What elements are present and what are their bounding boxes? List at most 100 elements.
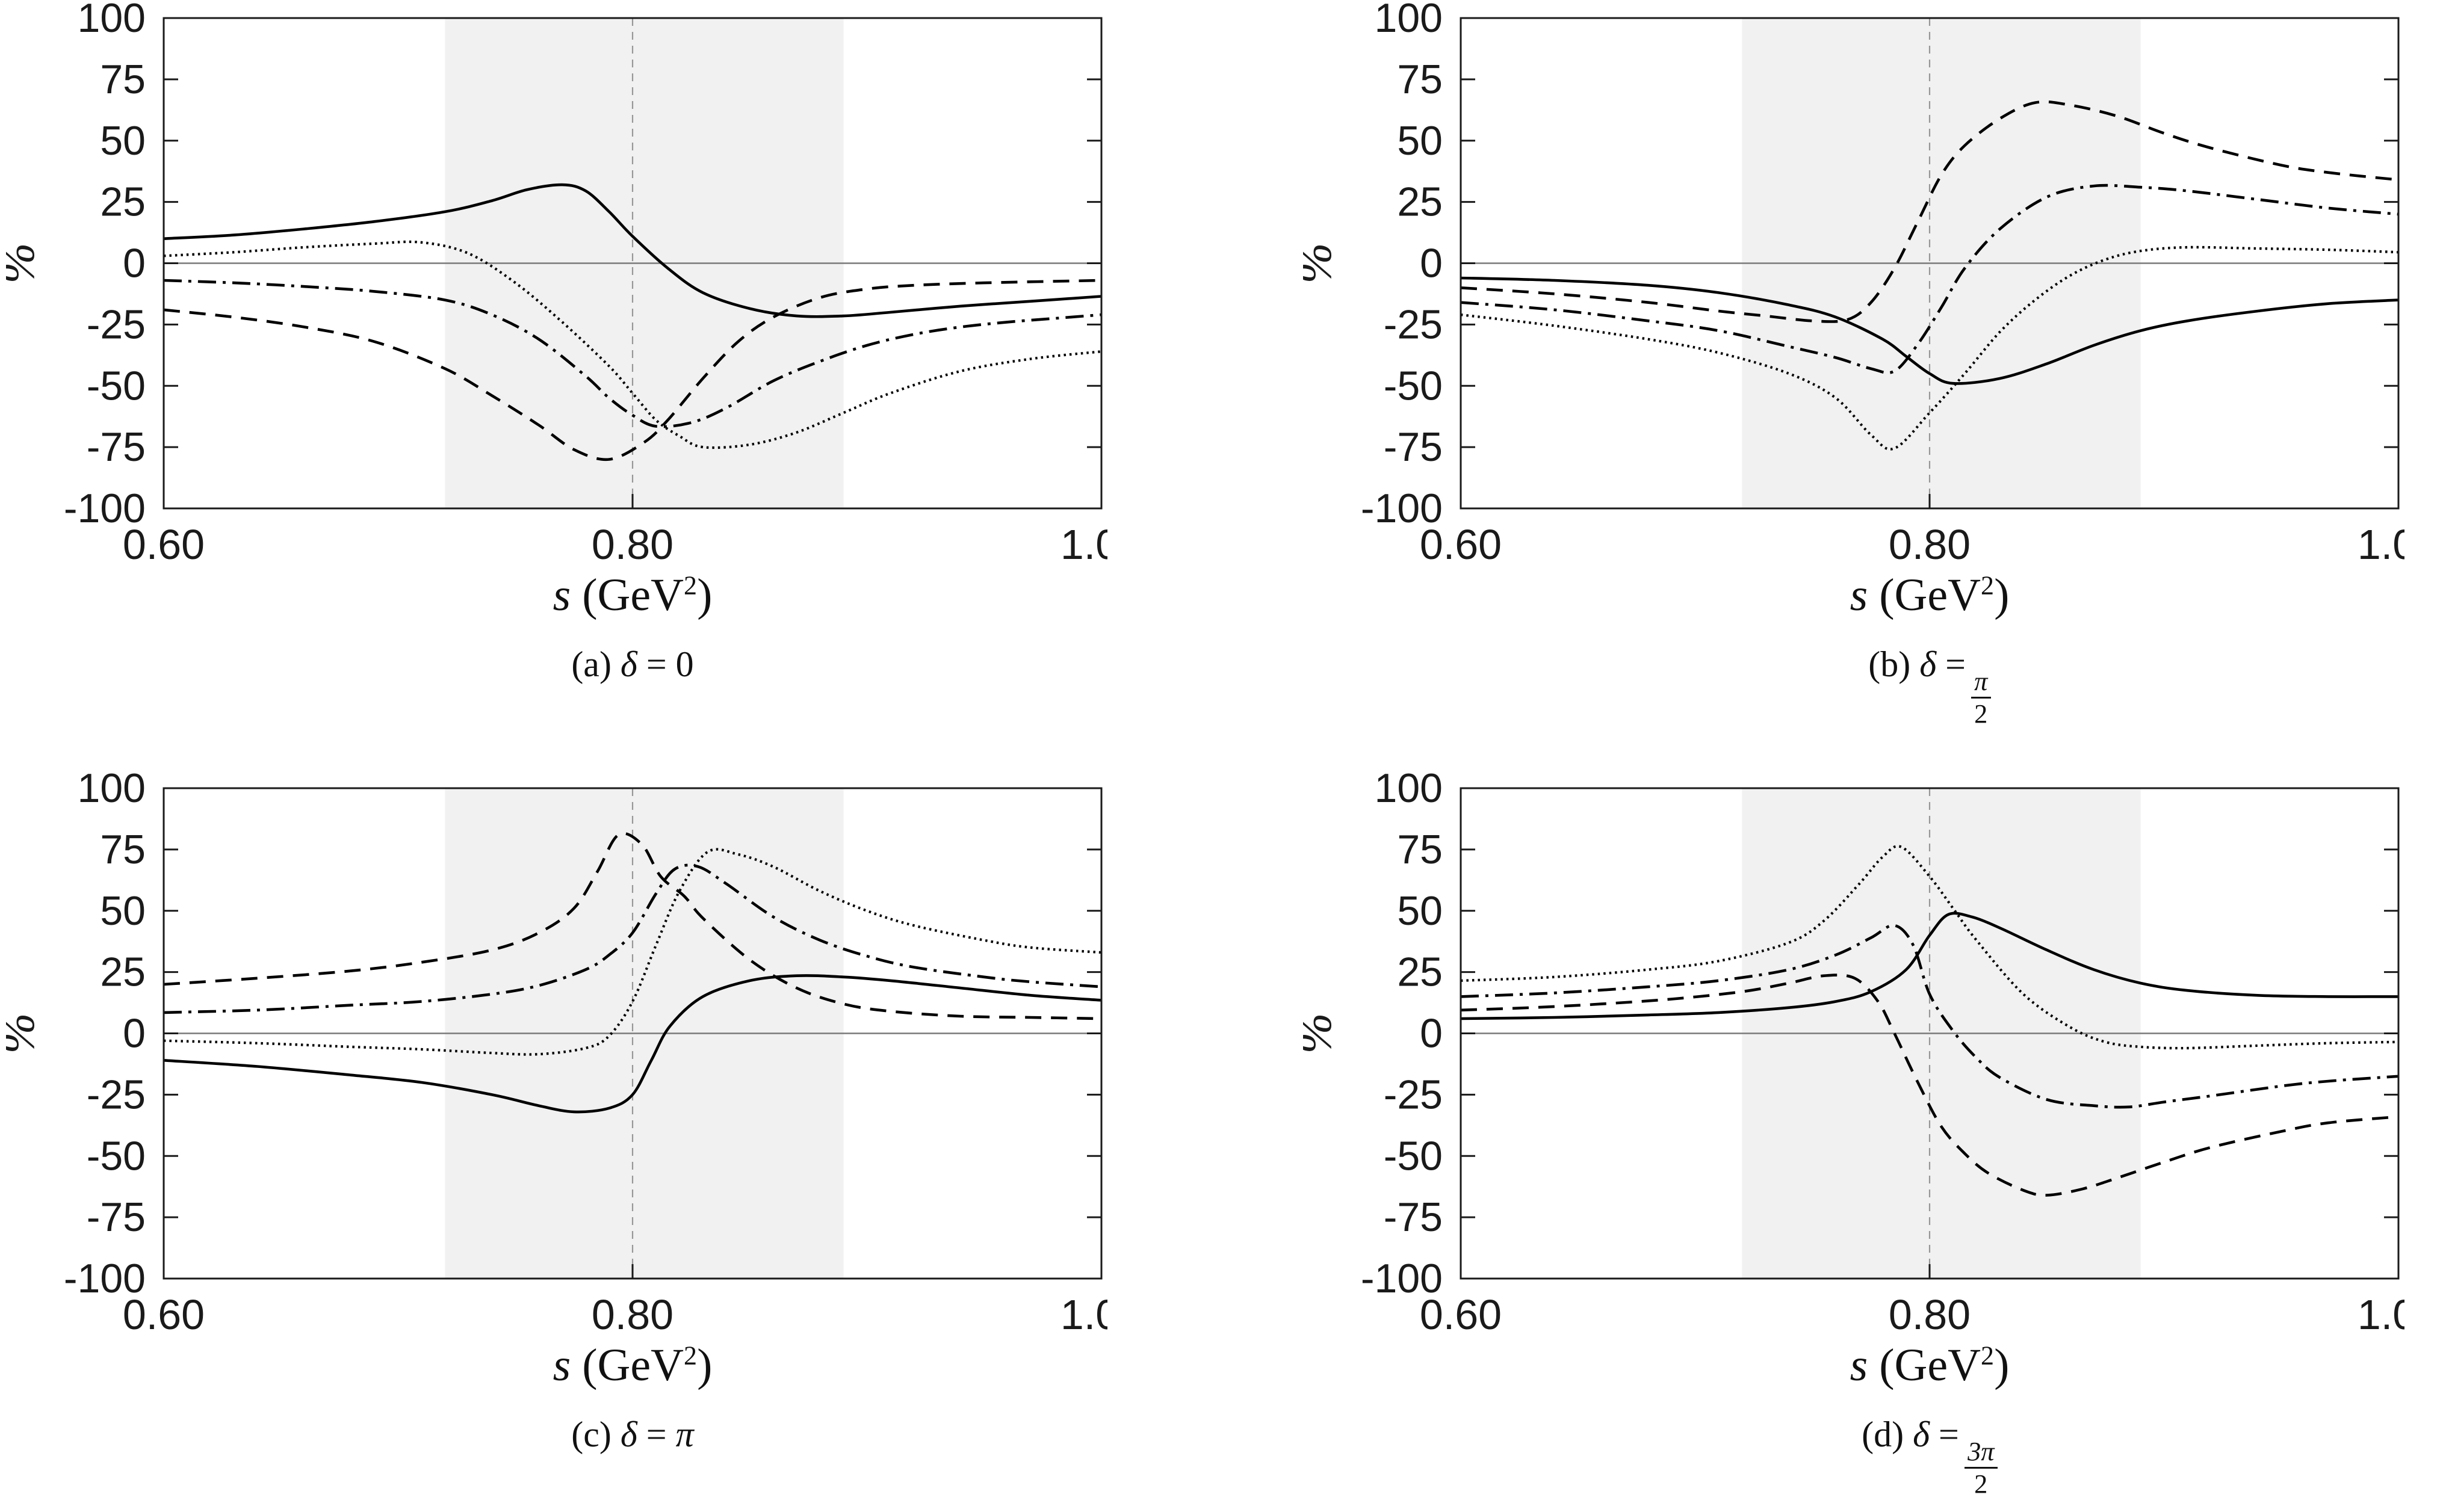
x-tick-label: 1.00 bbox=[1060, 521, 1107, 568]
plot-border bbox=[1460, 17, 2400, 510]
x-tick-label: 0.60 bbox=[1420, 521, 1502, 568]
x-tick-label: 0.80 bbox=[592, 521, 673, 568]
x-axis-variable: s bbox=[553, 1340, 571, 1390]
curve-dotted bbox=[164, 848, 1101, 1056]
caption-eq: = bbox=[1945, 644, 1966, 684]
y-tick-label: -100 bbox=[64, 1256, 146, 1301]
x-axis-variable: s bbox=[1850, 1340, 1868, 1390]
fraction-numerator: 3π bbox=[1964, 1437, 1998, 1469]
x-axis-label-c: s (GeV2) bbox=[164, 1340, 1101, 1391]
x-tick-label: 1.00 bbox=[1060, 1291, 1107, 1338]
x-axis-label-d: s (GeV2) bbox=[1461, 1340, 2398, 1391]
y-tick-label: 50 bbox=[1397, 888, 1443, 934]
x-axis-unit: (GeV bbox=[571, 1340, 684, 1390]
x-tick-label: 1.00 bbox=[2358, 521, 2404, 568]
y-axis-label: % bbox=[6, 242, 45, 283]
y-tick-label: 0 bbox=[1420, 241, 1443, 286]
curve-solid bbox=[164, 183, 1101, 318]
y-axis-label: % bbox=[1303, 1013, 1342, 1054]
plot-border bbox=[163, 787, 1103, 1280]
y-tick-label: 50 bbox=[100, 118, 146, 164]
caption-eq: = bbox=[1939, 1415, 1959, 1454]
y-tick-label: -25 bbox=[1384, 301, 1443, 347]
x-axis-unit: (GeV bbox=[571, 570, 684, 620]
y-tick-label: -25 bbox=[1384, 1072, 1443, 1117]
curves-group bbox=[164, 832, 1101, 1114]
x-axis-unit-exponent: 2 bbox=[1981, 1341, 1995, 1371]
y-tick-label: -75 bbox=[1384, 1194, 1443, 1240]
curve-dashed bbox=[164, 832, 1101, 1020]
caption-d: (d) δ = 3π 2 bbox=[1461, 1414, 2398, 1498]
caption-fraction: 3π 2 bbox=[1964, 1437, 1998, 1498]
x-tick-label: 0.60 bbox=[123, 521, 205, 568]
curve-solid bbox=[1461, 276, 2398, 385]
curve-dotted bbox=[1461, 845, 2398, 1050]
x-axis-unit-close: ) bbox=[1994, 1340, 2010, 1390]
y-tick-label: -50 bbox=[87, 363, 146, 409]
y-tick-label: 100 bbox=[78, 770, 146, 811]
y-tick-label: -100 bbox=[1361, 1256, 1443, 1301]
x-tick-label: 0.80 bbox=[1889, 1291, 1971, 1338]
y-tick-label: 25 bbox=[100, 179, 146, 225]
caption-prefix: (b) bbox=[1868, 644, 1911, 684]
x-axis-label-a: s (GeV2) bbox=[164, 570, 1101, 621]
y-tick-label: -75 bbox=[1384, 424, 1443, 470]
x-tick-label: 0.80 bbox=[592, 1291, 673, 1338]
caption-prefix: (d) bbox=[1862, 1415, 1904, 1454]
y-tick-label: 75 bbox=[1397, 57, 1443, 102]
x-tick-label: 0.80 bbox=[1889, 521, 1971, 568]
y-tick-label: 50 bbox=[100, 888, 146, 934]
x-axis-unit-close: ) bbox=[1994, 570, 2010, 620]
caption-value: π bbox=[675, 1415, 694, 1454]
curves-group bbox=[1461, 845, 2398, 1197]
y-tick-label: -25 bbox=[87, 301, 146, 347]
caption-eq: = bbox=[646, 644, 667, 684]
curves-group bbox=[164, 183, 1101, 461]
x-axis-variable: s bbox=[553, 570, 571, 620]
y-tick-label: -75 bbox=[87, 424, 146, 470]
fraction-numerator: π bbox=[1971, 667, 1991, 699]
y-tick-label: 75 bbox=[100, 827, 146, 872]
curve-dash-dot bbox=[1461, 184, 2398, 374]
curve-dashed bbox=[1461, 974, 2398, 1197]
curve-dashed bbox=[164, 279, 1101, 461]
x-tick-label: 1.00 bbox=[2358, 1291, 2404, 1338]
delta-symbol: δ bbox=[1919, 644, 1937, 684]
y-tick-label: 75 bbox=[100, 57, 146, 102]
y-axis-label: % bbox=[6, 1013, 45, 1054]
x-axis-unit-exponent: 2 bbox=[684, 1341, 698, 1371]
x-axis-label-b: s (GeV2) bbox=[1461, 570, 2398, 621]
delta-symbol: δ bbox=[620, 644, 637, 684]
y-tick-label: -50 bbox=[1384, 1133, 1443, 1179]
y-tick-label: -100 bbox=[64, 486, 146, 531]
curve-solid bbox=[164, 974, 1101, 1114]
caption-prefix: (a) bbox=[571, 644, 612, 684]
x-tick-label: 0.60 bbox=[1420, 1291, 1502, 1338]
y-tick-label: -25 bbox=[87, 1072, 146, 1117]
y-tick-label: 0 bbox=[123, 241, 146, 286]
y-tick-label: 50 bbox=[1397, 118, 1443, 164]
x-axis-unit: (GeV bbox=[1868, 1340, 1981, 1390]
y-tick-label: 25 bbox=[1397, 179, 1443, 225]
y-tick-label: 25 bbox=[100, 949, 146, 995]
x-axis-unit-exponent: 2 bbox=[1981, 570, 1995, 600]
caption-b: (b) δ = π 2 bbox=[1461, 644, 2398, 728]
y-tick-label: 100 bbox=[1375, 0, 1443, 41]
y-axis-label: % bbox=[1303, 242, 1342, 283]
y-tick-label: -50 bbox=[87, 1133, 146, 1179]
curve-dotted bbox=[164, 240, 1101, 449]
caption-eq: = bbox=[646, 1415, 667, 1454]
y-tick-label: 25 bbox=[1397, 949, 1443, 995]
y-tick-label: -100 bbox=[1361, 486, 1443, 531]
y-tick-label: 0 bbox=[123, 1011, 146, 1057]
delta-symbol: δ bbox=[620, 1415, 637, 1454]
